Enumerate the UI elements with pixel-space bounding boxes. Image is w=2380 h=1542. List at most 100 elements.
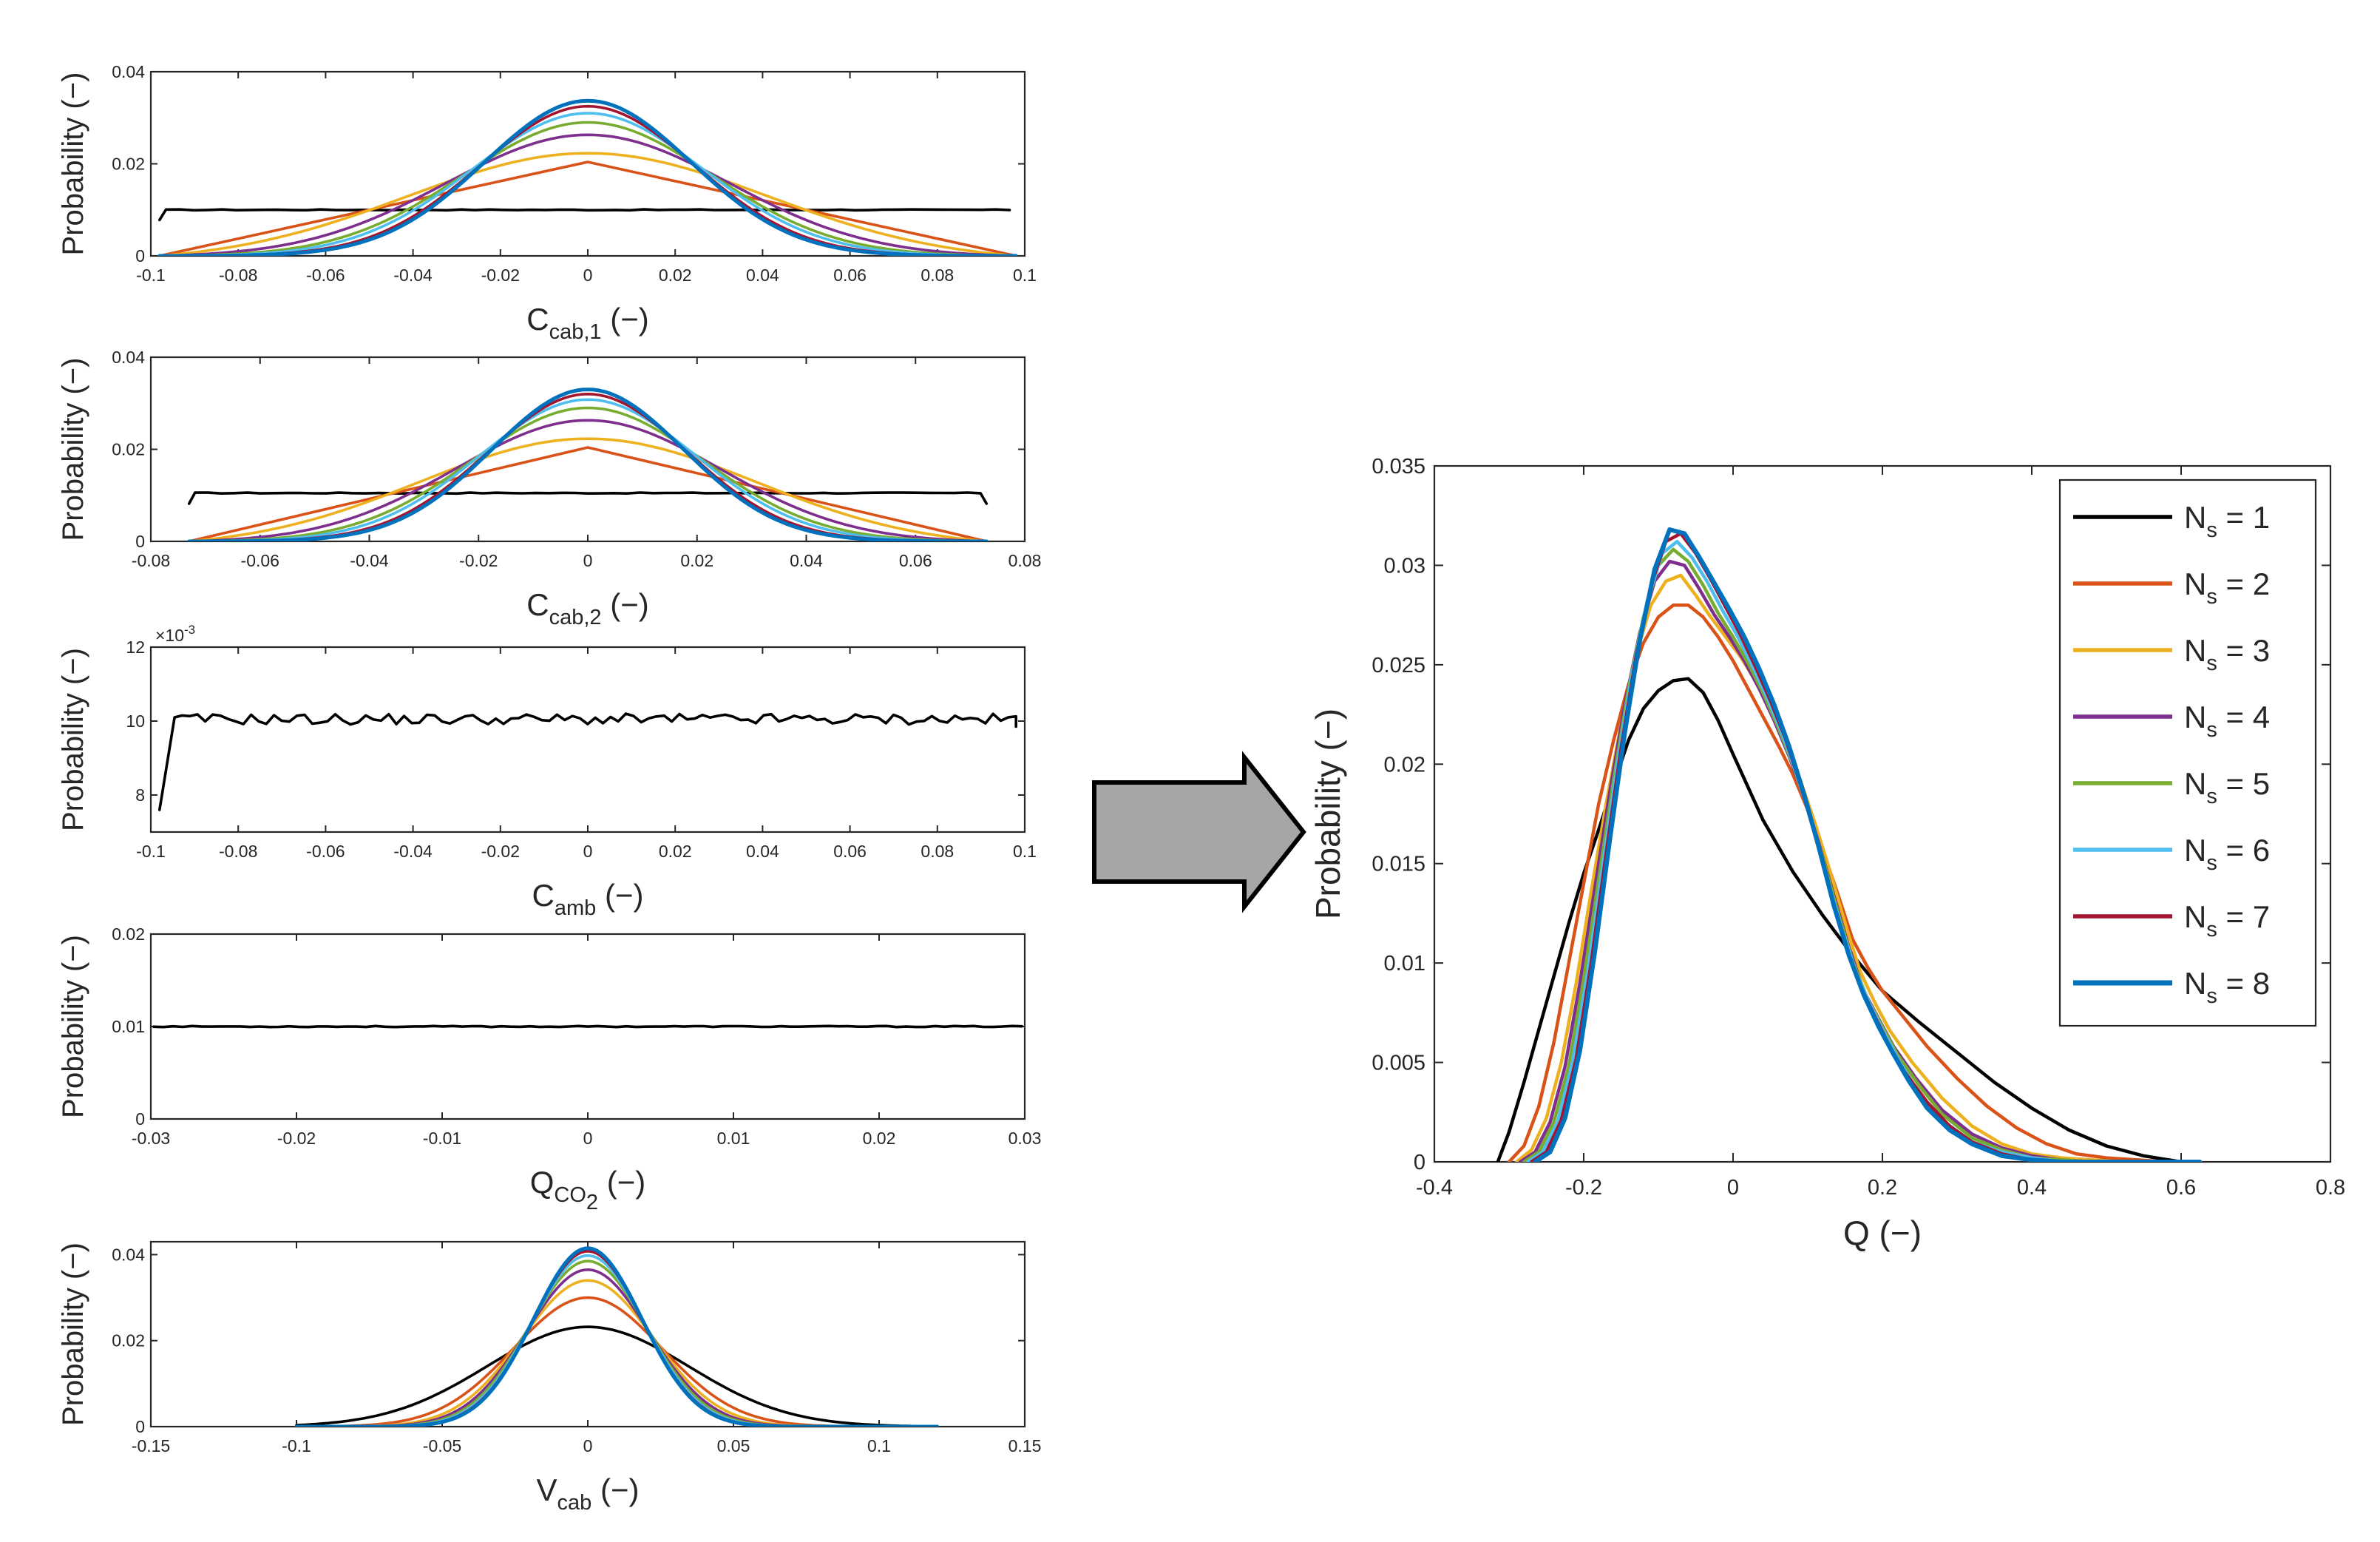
- series-line-8: [157, 98, 1018, 256]
- x-tick-label: 0.8: [2316, 1176, 2345, 1200]
- x-tick-label: -0.1: [136, 266, 166, 285]
- y-tick-label: 0.02: [112, 155, 145, 174]
- x-tick-label: -0.02: [481, 842, 520, 861]
- y-tick-label: 0.025: [1372, 654, 1425, 677]
- x-tick-label: -0.06: [241, 551, 279, 570]
- x-tick-label: -0.2: [1565, 1176, 1602, 1200]
- x-axis-label: Camb (−): [532, 878, 644, 920]
- y-tick-label: 0: [135, 532, 145, 551]
- y-tick-label: 0.005: [1372, 1052, 1425, 1075]
- x-tick-label: 0.15: [1008, 1436, 1042, 1455]
- x-tick-label: 0.04: [790, 551, 823, 570]
- x-tick-label: 0.6: [2166, 1176, 2196, 1200]
- y-tick-label: 0.04: [112, 348, 145, 367]
- x-tick-label: -0.04: [350, 551, 389, 570]
- arrow-shape: [1092, 751, 1306, 913]
- right-arrow-icon: [1092, 751, 1306, 913]
- x-tick-label: 0.02: [659, 842, 692, 861]
- x-tick-label: -0.06: [306, 266, 345, 285]
- x-axis-label: QCO2 (−): [530, 1165, 645, 1214]
- y-axis-label: Probability (−): [57, 72, 89, 256]
- x-tick-label: 0.1: [1013, 842, 1037, 861]
- y-tick-label: 0.02: [112, 1331, 145, 1350]
- series-line-8: [294, 1246, 940, 1427]
- series-line-1: [1496, 677, 2183, 1162]
- panel-c-amb: -0.1 -0.08 -0.06 -0.04 -0.02 0 0.02 0.04 0.06 0.0…: [57, 623, 1037, 920]
- x-tick-label: -0.15: [132, 1436, 170, 1455]
- x-tick-label: -0.03: [132, 1129, 170, 1148]
- x-tick-label: 0: [583, 1129, 593, 1148]
- legend-label-3: Ns = 3: [2184, 633, 2270, 675]
- x-axis-label: Vcab (−): [537, 1472, 640, 1515]
- y-axis-label: Probability (−): [57, 648, 89, 831]
- panel-v-cab: -0.15 -0.1 -0.05 0 0.05 0.1 0.15 0 0.02 0.04 Proba…: [57, 1240, 1042, 1515]
- x-tick-label: -0.1: [282, 1436, 311, 1455]
- x-tick-label: 0.04: [746, 842, 779, 861]
- x-tick-label: 0.08: [921, 842, 954, 861]
- panel-c-cab1: -0.1 -0.08 -0.06 -0.04 -0.02 0 0.02 0.04 0.06 0.0…: [57, 62, 1037, 344]
- legend-label-2: Ns = 2: [2184, 567, 2270, 609]
- x-tick-label: -0.04: [393, 842, 433, 861]
- x-tick-label: 0.02: [863, 1129, 896, 1148]
- y-tick-label: 0.02: [112, 440, 145, 459]
- y-axis-label: Probability (−): [57, 1242, 89, 1426]
- series-line-3: [187, 437, 989, 541]
- y-axis-label: Probability (−): [1309, 709, 1347, 919]
- y-tick-label: 0.035: [1372, 455, 1425, 479]
- x-tick-label: 0.4: [2017, 1176, 2047, 1200]
- y-tick-label: 0: [135, 1109, 145, 1129]
- series-line-8: [187, 388, 989, 541]
- y-tick-label: 10: [126, 711, 145, 731]
- series-line-5: [187, 406, 989, 541]
- x-tick-label: -0.08: [219, 842, 257, 861]
- panel-c-cab2: -0.08 -0.06 -0.04 -0.02 0 0.02 0.04 0.06 0.08 0 0.…: [57, 348, 1041, 629]
- x-tick-label: 0.06: [899, 551, 932, 570]
- y-tick-label: 0.02: [1384, 753, 1425, 777]
- x-tick-label: -0.06: [306, 842, 345, 861]
- y-tick-label: 0.015: [1372, 853, 1425, 876]
- series-line-1: [295, 1325, 939, 1427]
- axes-frame: [149, 1240, 1026, 1428]
- y-tick-label: 0.01: [112, 1017, 145, 1036]
- x-tick-label: 0.1: [867, 1436, 891, 1455]
- panel-q-co2: -0.03 -0.02 -0.01 0 0.01 0.02 0.03 0 0.01 0.02 Pro…: [57, 924, 1041, 1214]
- x-tick-label: 0.08: [921, 266, 954, 285]
- x-tick-label: 0: [583, 551, 593, 570]
- x-tick-label: 0.01: [717, 1129, 750, 1148]
- x-tick-label: 0: [1727, 1176, 1739, 1200]
- x-tick-label: 0.03: [1008, 1129, 1042, 1148]
- y-tick-label: 0.04: [112, 62, 145, 81]
- legend-label-8: Ns = 8: [2184, 966, 2270, 1008]
- x-tick-label: -0.08: [219, 266, 257, 285]
- legend-label-1: Ns = 1: [2184, 500, 2270, 542]
- x-tick-label: -0.02: [481, 266, 520, 285]
- x-tick-label: -0.05: [423, 1436, 461, 1455]
- x-tick-label: -0.04: [393, 266, 433, 285]
- x-tick-label: 0.1: [1013, 266, 1037, 285]
- series-line-2: [187, 446, 989, 541]
- series-line-4: [187, 419, 989, 541]
- legend: Ns = 1 Ns = 2 Ns = 3 Ns = 4 Ns = 5 Ns = 6 Ns =…: [2058, 479, 2317, 1027]
- x-tick-label: -0.4: [1416, 1176, 1453, 1200]
- x-tick-label: 0.08: [1008, 551, 1042, 570]
- y-tick-label: 8: [135, 785, 145, 805]
- series-line-1: [158, 208, 1011, 222]
- y-tick-label: 0.04: [112, 1245, 145, 1264]
- x-tick-label: 0.04: [746, 266, 779, 285]
- legend-label-7: Ns = 7: [2184, 899, 2270, 941]
- y-axis-label: Probability (−): [57, 358, 89, 541]
- x-tick-label: 0.02: [659, 266, 692, 285]
- x-axis-label: Q (−): [1843, 1214, 1922, 1252]
- x-tick-label: -0.02: [277, 1129, 316, 1148]
- series-line-8: [1533, 527, 2203, 1162]
- series-line-4: [158, 133, 1017, 256]
- y-tick-label: 0.03: [1384, 554, 1425, 578]
- y-tick-label: 0: [1414, 1151, 1425, 1174]
- x-tick-label: 0: [583, 842, 593, 861]
- x-tick-label: -0.08: [132, 551, 170, 570]
- series-line-3: [158, 152, 1017, 256]
- y-exponent-label: ×10-3: [155, 623, 195, 645]
- legend-label-5: Ns = 5: [2184, 766, 2270, 808]
- y-axis-label: Probability (−): [57, 935, 89, 1118]
